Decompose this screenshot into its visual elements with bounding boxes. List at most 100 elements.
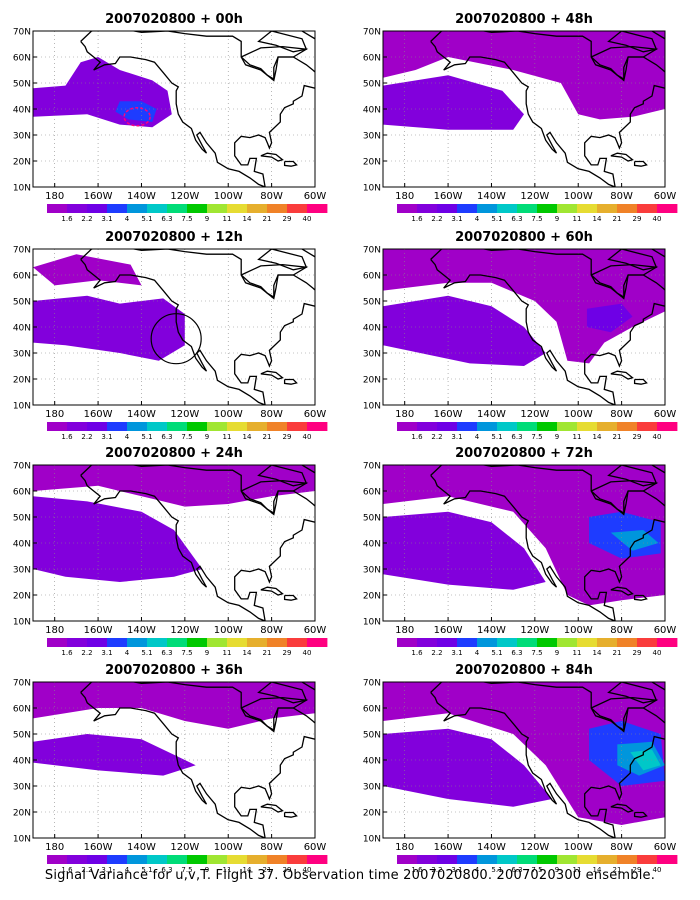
colorbar-swatch xyxy=(617,422,638,431)
y-tick-label: 70N xyxy=(13,679,31,689)
colorbar-swatch xyxy=(657,855,678,864)
coastline xyxy=(80,31,315,187)
y-tick-label: 60N xyxy=(363,488,381,498)
colorbar-label: 11 xyxy=(573,215,582,223)
x-tick-label: 140W xyxy=(477,409,506,420)
x-tick-label: 180 xyxy=(45,191,64,202)
colorbar-swatch xyxy=(597,855,618,864)
colorbar-swatch xyxy=(437,638,458,647)
x-tick-label: 80W xyxy=(610,625,633,636)
colorbar-swatch xyxy=(187,638,208,647)
x-tick-label: 140W xyxy=(477,625,506,636)
colorbar-swatch xyxy=(147,422,168,431)
colorbar-swatch xyxy=(577,855,598,864)
colorbar-swatch xyxy=(207,855,228,864)
colorbar-swatch xyxy=(67,422,88,431)
x-tick-label: 100W xyxy=(214,409,243,420)
colorbar-label: 3.1 xyxy=(101,866,112,874)
colorbar-swatch xyxy=(397,422,418,431)
colorbar-swatch xyxy=(127,422,148,431)
colorbar-swatch xyxy=(657,638,678,647)
y-tick-label: 10N xyxy=(363,835,381,845)
coastline xyxy=(283,378,298,385)
x-tick-label: 120W xyxy=(170,625,199,636)
colorbar-swatch xyxy=(457,422,478,431)
colorbar-swatch xyxy=(247,204,268,213)
colorbar-swatch xyxy=(127,855,148,864)
colorbar-swatch xyxy=(87,422,108,431)
colorbar-label: 14 xyxy=(593,649,602,657)
colorbar-label: 1.6 xyxy=(411,433,423,441)
y-tick-label: 40N xyxy=(363,106,381,116)
colorbar-swatch xyxy=(307,422,328,431)
colorbar-label: 21 xyxy=(263,433,272,441)
colorbar-swatch xyxy=(227,638,248,647)
colorbar-swatch xyxy=(617,855,638,864)
colorbar-label: 2.2 xyxy=(431,649,442,657)
colorbar-label: 11 xyxy=(223,866,232,874)
map-panel: 2007020800 + 24h 180 160W 140W 120W 100W 80W 60… xyxy=(13,446,328,657)
y-tick-label: 60N xyxy=(13,272,31,282)
colorbar-label: 6.3 xyxy=(511,215,522,223)
colorbar-swatch xyxy=(167,638,188,647)
colorbar-swatch xyxy=(47,855,68,864)
colorbar-swatch xyxy=(397,204,418,213)
colorbar-swatch xyxy=(397,855,418,864)
coastline xyxy=(283,594,298,601)
colorbar-label: 21 xyxy=(263,215,272,223)
colorbar-label: 9 xyxy=(205,215,209,223)
colorbar-label: 4 xyxy=(125,433,130,441)
colorbar-swatch xyxy=(617,638,638,647)
coastline xyxy=(607,249,658,271)
colorbar-swatch xyxy=(47,638,68,647)
coastline xyxy=(430,249,665,405)
colorbar-label: 5.1 xyxy=(491,649,502,657)
y-tick-label: 20N xyxy=(13,809,31,819)
y-tick-label: 30N xyxy=(363,566,381,576)
colorbar-label: 14 xyxy=(593,215,602,223)
coastline xyxy=(607,682,658,704)
colorbar-label: 7.5 xyxy=(181,866,192,874)
colorbar-swatch xyxy=(537,855,558,864)
x-tick-label: 100W xyxy=(564,625,593,636)
colorbar-swatch xyxy=(557,204,578,213)
y-tick-label: 10N xyxy=(13,184,31,194)
colorbar-swatch xyxy=(477,855,498,864)
panel-title: 2007020800 + 24h xyxy=(105,446,243,461)
x-tick-label: 60W xyxy=(304,409,327,420)
x-tick-label: 120W xyxy=(170,191,199,202)
colorbar-swatch xyxy=(417,422,438,431)
colorbar-swatch xyxy=(637,638,658,647)
colorbar-swatch xyxy=(247,638,268,647)
colorbar-label: 1.6 xyxy=(61,866,73,874)
y-tick-label: 70N xyxy=(363,246,381,256)
colorbar-label: 11 xyxy=(223,649,232,657)
colorbar-label: 21 xyxy=(613,433,622,441)
y-tick-label: 30N xyxy=(13,783,31,793)
colorbar-label: 29 xyxy=(633,866,642,874)
colorbar-swatch xyxy=(437,204,458,213)
colorbar-label: 29 xyxy=(283,866,292,874)
panel-title: 2007020800 + 48h xyxy=(455,12,593,27)
colorbar-swatch xyxy=(497,422,518,431)
colorbar-label: 6.3 xyxy=(511,866,522,874)
y-tick-label: 40N xyxy=(363,757,381,767)
y-tick-label: 50N xyxy=(13,514,31,524)
colorbar-swatch xyxy=(207,204,228,213)
y-tick-label: 30N xyxy=(13,350,31,360)
coastline xyxy=(80,465,315,621)
coastline xyxy=(610,370,634,380)
x-tick-label: 80W xyxy=(610,409,633,420)
colorbar-swatch xyxy=(227,204,248,213)
colorbar-label: 1.6 xyxy=(61,649,73,657)
colorbar-swatch xyxy=(47,204,68,213)
panel-title: 2007020800 + 60h xyxy=(455,230,593,245)
colorbar-label: 21 xyxy=(263,649,272,657)
y-tick-label: 30N xyxy=(13,132,31,142)
y-tick-label: 70N xyxy=(363,28,381,38)
colorbar-swatch xyxy=(107,638,128,647)
y-tick-label: 50N xyxy=(363,731,381,741)
variance-field xyxy=(383,75,524,130)
variance-field xyxy=(610,530,659,551)
